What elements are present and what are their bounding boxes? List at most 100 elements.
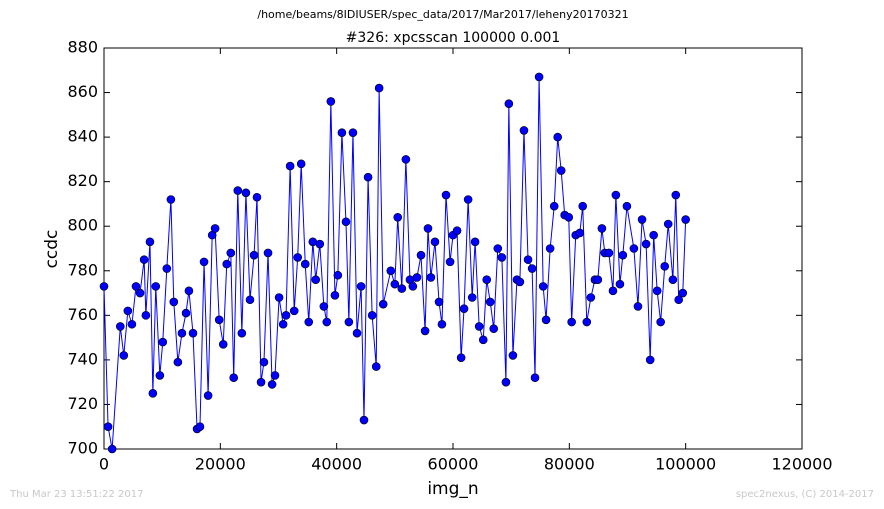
data-point xyxy=(645,355,655,365)
data-point xyxy=(341,217,351,227)
data-point xyxy=(337,128,347,137)
data-point xyxy=(652,286,662,296)
data-point xyxy=(119,351,129,360)
data-point xyxy=(618,250,628,260)
data-point xyxy=(326,97,336,106)
data-point xyxy=(181,308,191,318)
data-point xyxy=(103,422,113,432)
data-point xyxy=(434,297,444,307)
data-point xyxy=(545,244,555,253)
data-point xyxy=(249,250,259,260)
data-point xyxy=(622,201,632,211)
data-point xyxy=(214,315,224,325)
data-point xyxy=(629,244,639,253)
data-point xyxy=(195,422,205,432)
data-point xyxy=(218,339,228,349)
data-point xyxy=(408,282,418,291)
data-point xyxy=(289,306,299,316)
data-point xyxy=(681,215,690,224)
x-tick-label: 60000 xyxy=(428,455,479,474)
y-tick-label: 800 xyxy=(67,216,98,235)
data-point xyxy=(420,326,430,336)
data-point xyxy=(467,293,477,302)
data-point xyxy=(485,297,495,307)
data-point xyxy=(504,99,514,108)
data-point xyxy=(374,83,384,93)
data-point xyxy=(668,275,678,284)
data-point xyxy=(245,295,255,305)
suptitle: /home/beams/8IDIUSER/spec_data/2017/Mar2… xyxy=(257,8,628,21)
data-point xyxy=(527,264,537,273)
data-point xyxy=(123,306,133,316)
data-point xyxy=(637,215,647,224)
data-point xyxy=(416,250,426,260)
data-point xyxy=(538,282,548,291)
data-point xyxy=(426,273,436,282)
data-point xyxy=(478,335,488,345)
data-point xyxy=(567,317,576,327)
data-point xyxy=(519,126,529,135)
data-point xyxy=(199,257,209,267)
data-point xyxy=(441,190,451,200)
data-point xyxy=(493,244,503,253)
data-point xyxy=(401,155,411,164)
data-point xyxy=(151,282,161,291)
data-point xyxy=(293,253,302,262)
data-point xyxy=(319,302,329,311)
data-point xyxy=(578,201,588,211)
data-point xyxy=(158,337,168,347)
data-point xyxy=(430,237,440,247)
data-point xyxy=(222,259,232,269)
data-point xyxy=(497,253,507,262)
data-point xyxy=(393,213,403,222)
data-point xyxy=(463,195,473,204)
data-point xyxy=(656,317,665,327)
x-tick-label: 0 xyxy=(99,455,109,474)
y-tick-label: 860 xyxy=(67,82,98,101)
data-point xyxy=(148,389,158,398)
data-point xyxy=(437,319,447,329)
data-point xyxy=(604,248,614,258)
chart-title: #326: xpcsscan 100000 0.001 xyxy=(346,30,561,46)
data-point xyxy=(333,270,343,280)
data-point xyxy=(285,161,295,171)
data-point xyxy=(423,224,433,233)
data-point xyxy=(162,264,172,273)
data-point xyxy=(663,219,673,229)
data-point xyxy=(452,226,462,235)
data-point xyxy=(459,304,469,313)
data-point xyxy=(523,255,533,264)
data-point xyxy=(641,239,651,249)
data-point xyxy=(169,297,179,307)
data-point xyxy=(135,288,145,298)
footer-date: Thu Mar 23 13:51:22 2017 xyxy=(9,489,143,500)
data-point xyxy=(267,380,277,389)
data-point xyxy=(671,190,681,200)
x-tick-label: 80000 xyxy=(544,455,595,474)
y-tick-label: 840 xyxy=(67,127,98,146)
data-point xyxy=(281,311,291,320)
y-tick-label: 760 xyxy=(67,305,98,324)
data-point xyxy=(482,275,492,284)
x-tick-label: 120000 xyxy=(771,455,832,474)
data-point xyxy=(359,415,369,425)
data-point xyxy=(534,72,544,82)
data-point xyxy=(304,317,314,327)
y-tick-label: 700 xyxy=(67,439,98,458)
data-point xyxy=(649,230,658,240)
data-point xyxy=(470,237,480,247)
data-point xyxy=(252,192,262,202)
data-point xyxy=(397,284,407,293)
data-point xyxy=(237,328,247,338)
data-point xyxy=(229,373,239,383)
y-tick-label: 740 xyxy=(67,349,98,368)
data-point xyxy=(660,262,670,271)
data-point xyxy=(141,311,151,320)
data-point xyxy=(300,259,310,269)
data-point xyxy=(549,201,559,211)
data-point xyxy=(263,248,273,258)
data-point xyxy=(315,239,325,249)
data-point xyxy=(386,266,396,276)
data-point xyxy=(166,195,176,204)
